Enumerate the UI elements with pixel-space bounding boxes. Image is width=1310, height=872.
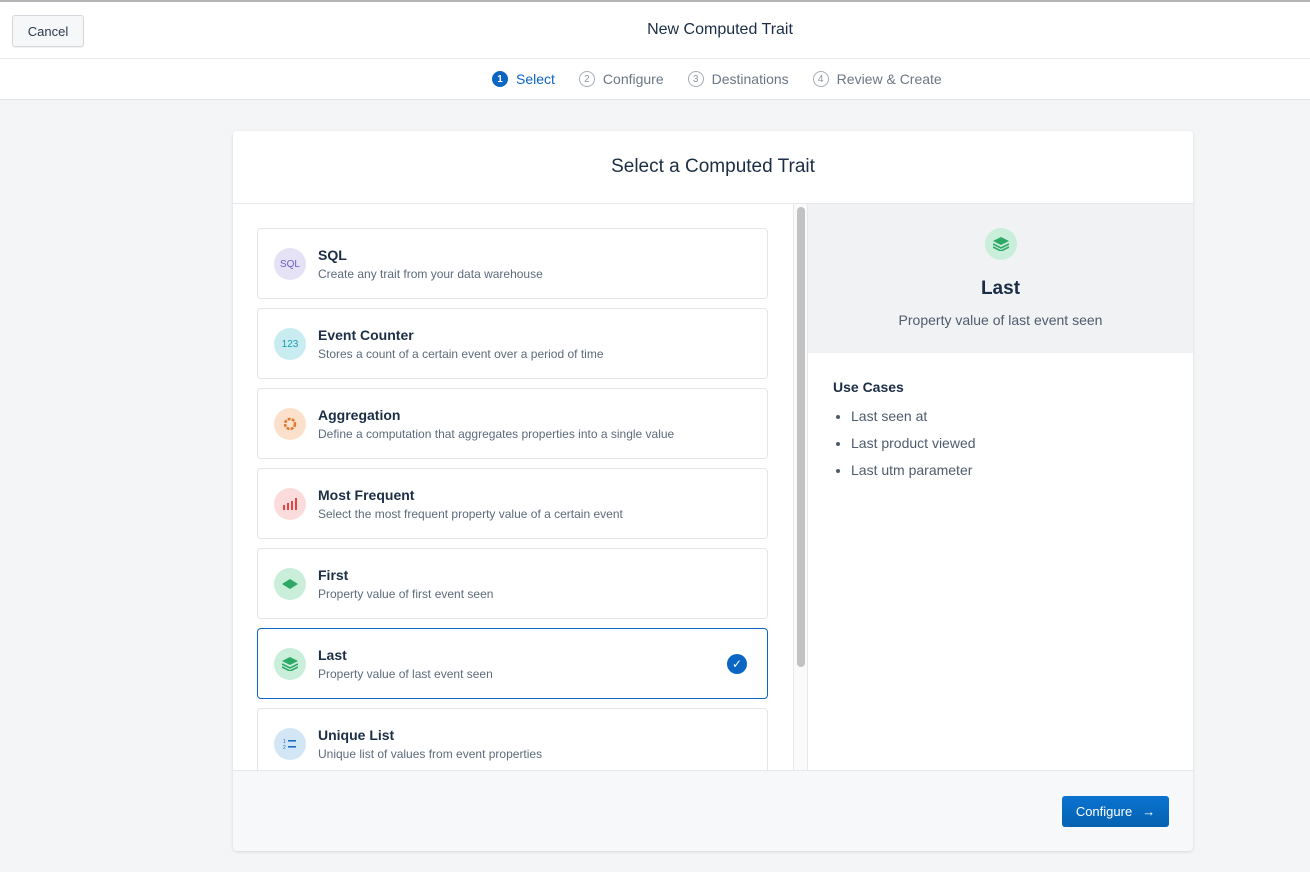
- counter-icon: 123: [274, 328, 306, 360]
- step-number: 3: [687, 71, 704, 87]
- trait-desc: Property value of last event seen: [318, 667, 493, 681]
- bar-chart-icon: [274, 488, 306, 520]
- step-label: Configure: [602, 71, 664, 87]
- trait-option-event-counter[interactable]: 123 Event Counter Stores a count of a ce…: [257, 308, 768, 379]
- trait-desc: Property value of first event seen: [318, 587, 494, 601]
- trait-desc: Unique list of values from event propert…: [318, 747, 543, 761]
- use-case-item: Last utm parameter: [851, 457, 1168, 484]
- card-title: Select a Computed Trait: [233, 131, 1193, 204]
- step-configure[interactable]: 2 Configure: [578, 71, 664, 87]
- trait-option-sql[interactable]: SQL SQL Create any trait from your data …: [257, 228, 768, 299]
- cancel-button[interactable]: Cancel: [12, 15, 84, 47]
- trait-name: Event Counter: [318, 327, 414, 343]
- step-label: Select: [516, 71, 555, 87]
- select-trait-card: Select a Computed Trait SQL SQL Create a…: [233, 131, 1193, 851]
- step-number: 1: [492, 71, 508, 87]
- use-case-item: Last seen at: [851, 403, 1168, 430]
- use-case-item: Last product viewed: [851, 430, 1168, 457]
- trait-name: SQL: [318, 247, 347, 263]
- trait-name: Unique List: [318, 727, 395, 743]
- layers-icon: [274, 648, 306, 680]
- trait-desc: Select the most frequent property value …: [318, 507, 623, 521]
- step-review-create[interactable]: 4 Review & Create: [812, 71, 942, 87]
- trait-name: Most Frequent: [318, 487, 415, 503]
- trait-option-last[interactable]: Last Property value of last event seen ✓: [257, 628, 768, 699]
- trait-desc: Define a computation that aggregates pro…: [318, 427, 675, 441]
- detail-name: Last: [980, 278, 1021, 299]
- detail-desc: Property value of last event seen: [898, 312, 1103, 328]
- page-title: New Computed Trait: [647, 21, 793, 38]
- sql-icon: SQL: [274, 248, 306, 280]
- svg-text:2: 2: [283, 745, 286, 750]
- list-scrollbar[interactable]: [793, 204, 808, 770]
- trait-option-most-frequent[interactable]: Most Frequent Select the most frequent p…: [257, 468, 768, 539]
- step-destinations[interactable]: 3 Destinations: [687, 71, 789, 87]
- trait-detail-panel: Last Property value of last event seen U…: [808, 204, 1193, 770]
- configure-label: Configure: [1075, 804, 1133, 819]
- layer-icon: [274, 568, 306, 600]
- trait-option-aggregation[interactable]: Aggregation Define a computation that ag…: [257, 388, 768, 459]
- aggregation-icon: [274, 408, 306, 440]
- step-label: Review & Create: [836, 71, 942, 87]
- scrollbar-thumb[interactable]: [797, 207, 805, 667]
- card-footer: Configure →: [233, 770, 1193, 851]
- step-select[interactable]: 1 Select: [492, 71, 555, 87]
- step-number: 4: [812, 71, 829, 87]
- arrow-right-icon: →: [1142, 804, 1156, 819]
- svg-text:1: 1: [283, 739, 286, 745]
- use-cases-title: Use Cases: [833, 379, 904, 395]
- trait-desc: Stores a count of a certain event over a…: [318, 347, 604, 361]
- layers-icon: [984, 228, 1017, 260]
- checkmark-icon: ✓: [727, 654, 747, 674]
- trait-name: First: [318, 567, 349, 583]
- step-number: 2: [578, 71, 595, 87]
- trait-option-first[interactable]: First Property value of first event seen: [257, 548, 768, 619]
- stepper: 1 Select 2 Configure 3 Destinations 4 Review…: [0, 59, 1310, 100]
- trait-list: SQL SQL Create any trait from your data …: [233, 204, 793, 770]
- trait-name: Aggregation: [318, 407, 401, 423]
- step-label: Destinations: [711, 71, 789, 87]
- configure-button[interactable]: Configure →: [1062, 796, 1169, 827]
- trait-name: Last: [318, 647, 347, 663]
- top-bar: Cancel New Computed Trait: [0, 0, 1310, 59]
- trait-desc: Create any trait from your data warehous…: [318, 267, 543, 281]
